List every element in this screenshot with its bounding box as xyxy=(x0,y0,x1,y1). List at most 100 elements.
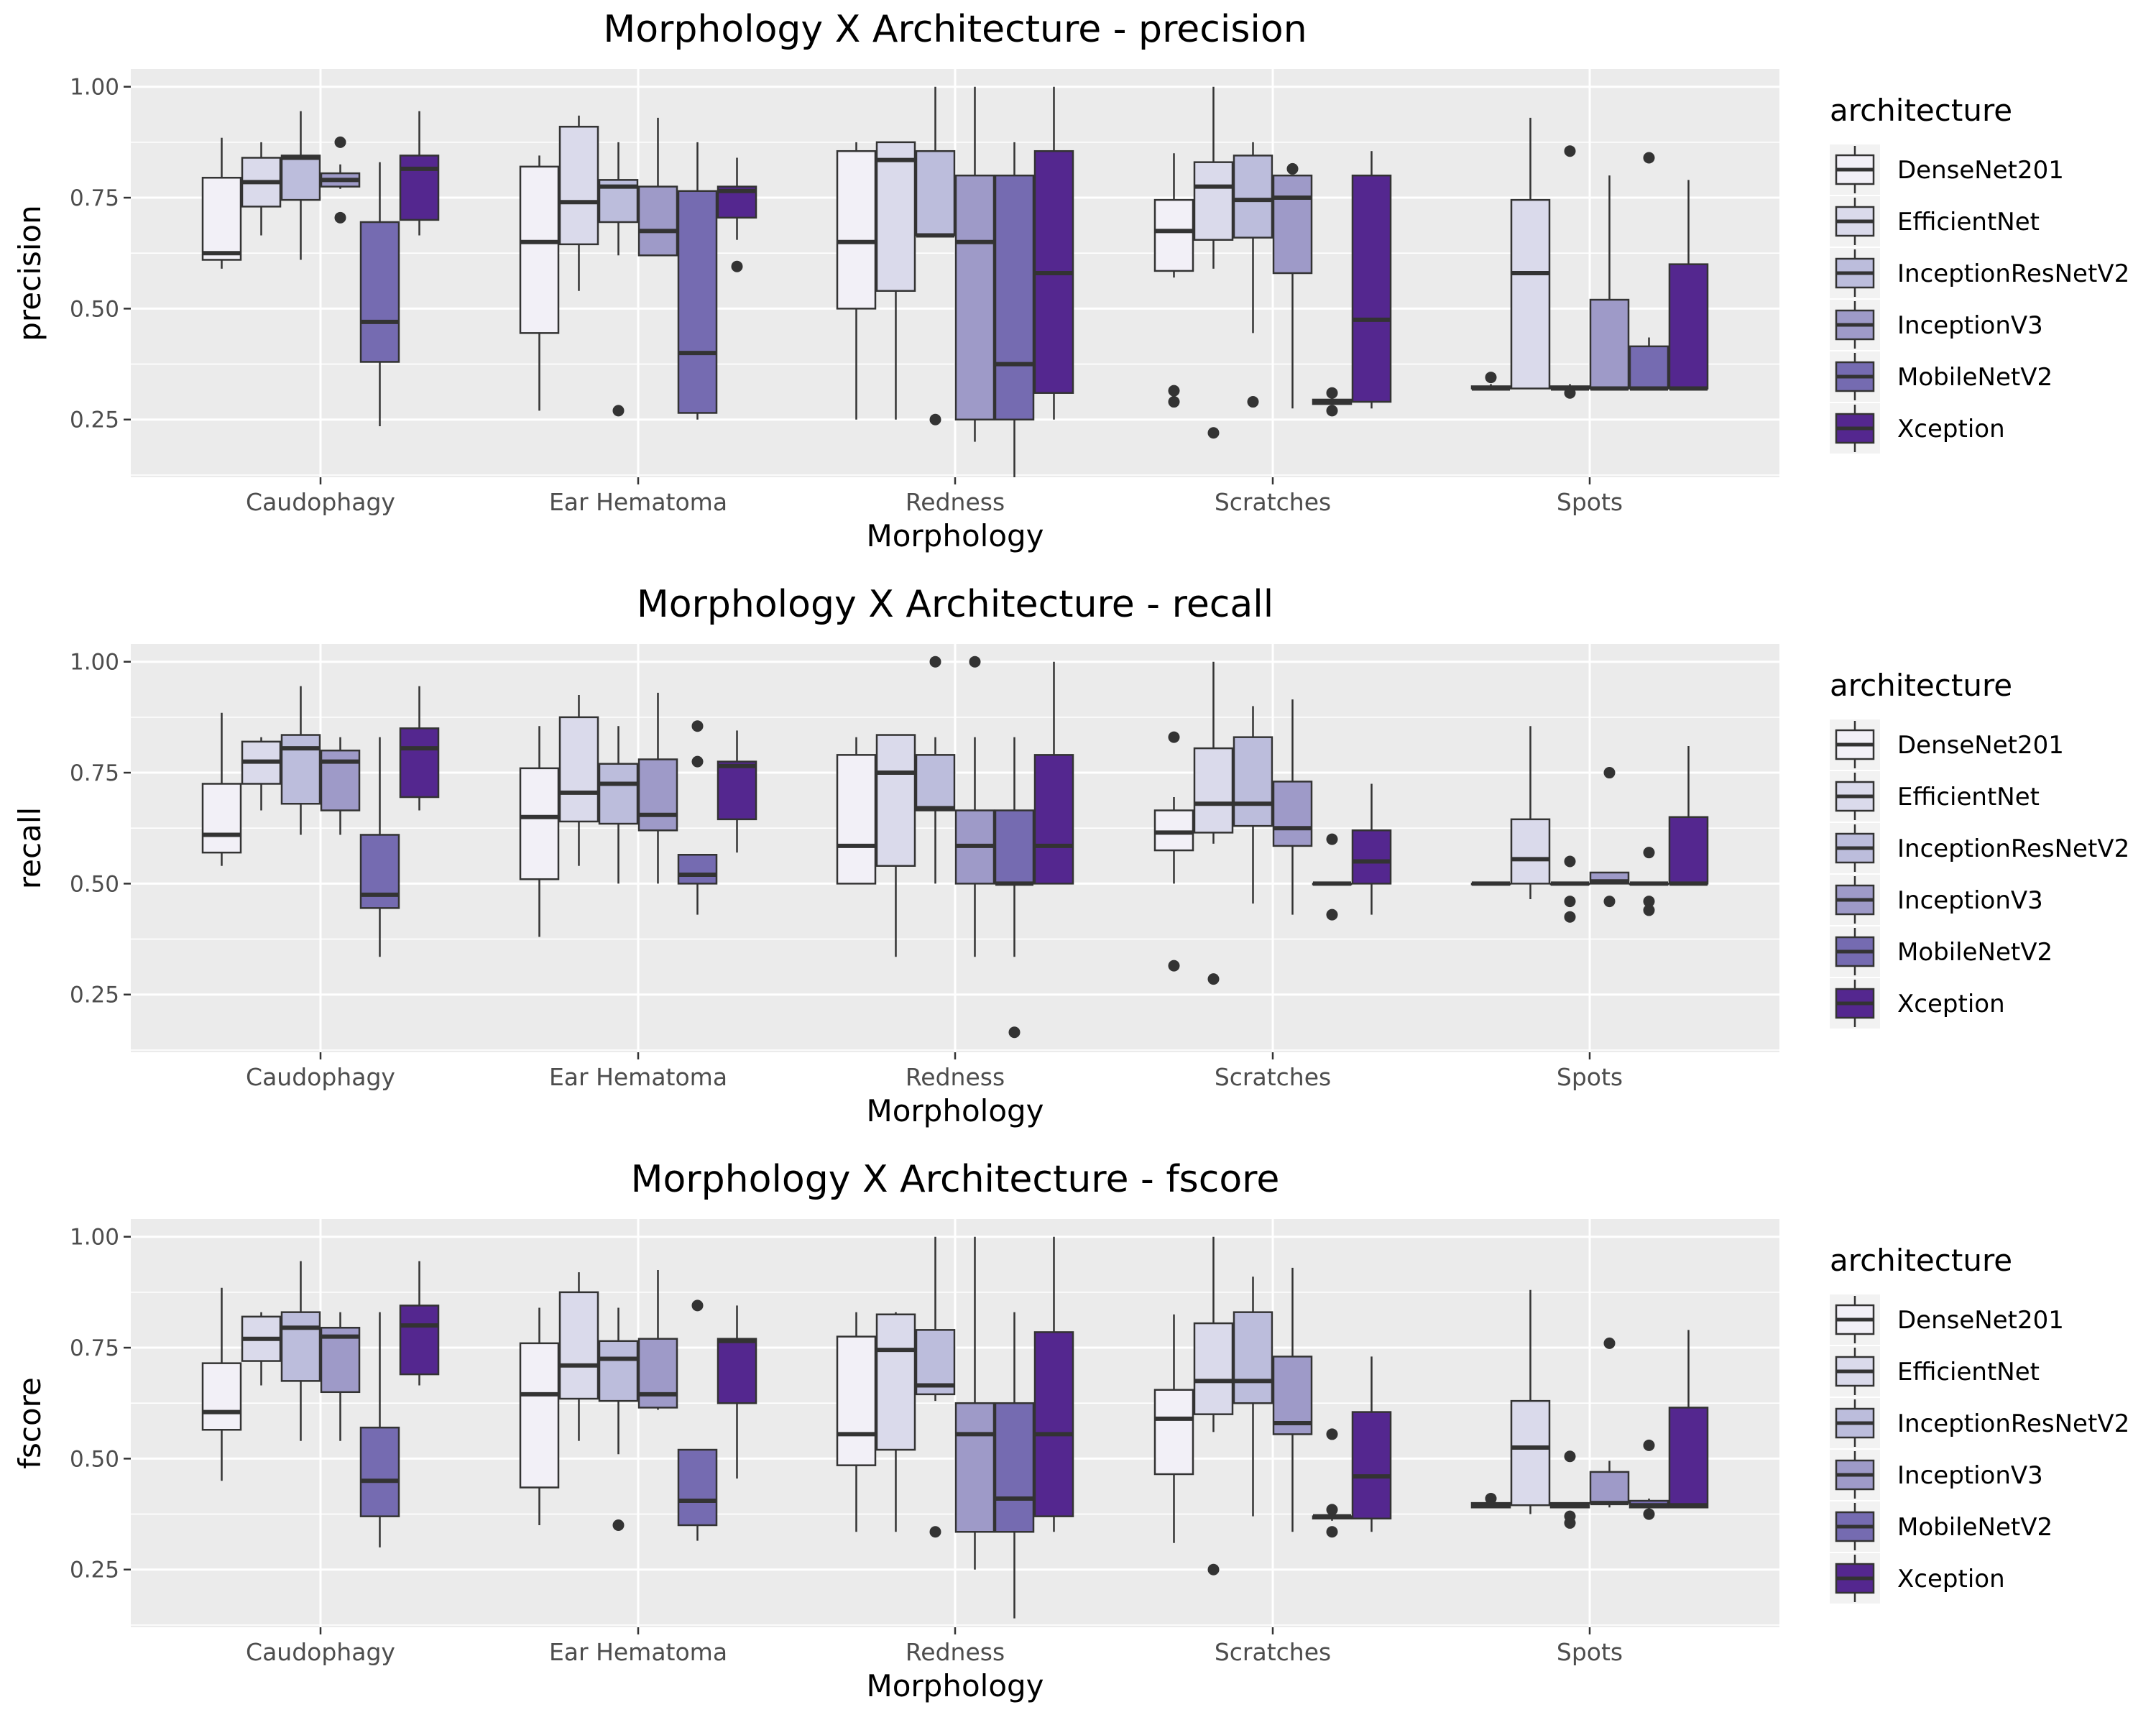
box-InceptionResNetV2-Spots xyxy=(1549,145,1590,399)
x-axis-label: Morphology xyxy=(866,1093,1044,1128)
outlier-point xyxy=(1207,973,1220,985)
box-body xyxy=(1668,1407,1709,1509)
box-InceptionResNetV2-Ear-Hematoma xyxy=(598,142,639,417)
box-EfficientNet-Caudophagy xyxy=(241,737,282,811)
box-EfficientNet-Spots xyxy=(1510,1289,1551,1514)
outlier-point xyxy=(969,656,981,668)
box-EfficientNet-Caudophagy xyxy=(241,142,282,236)
box-body xyxy=(280,734,321,805)
box-Xception-Spots xyxy=(1668,1330,1709,1509)
outlier-point xyxy=(1326,1526,1338,1538)
legend: architecture DenseNet201 EfficientNet Incep… xyxy=(1830,1243,2129,1604)
box-DenseNet201-Ear-Hematoma xyxy=(519,1307,560,1525)
box-body xyxy=(1589,1471,1630,1504)
box-MobileNetV2-Scratches xyxy=(1312,1428,1353,1538)
chart-panel-0: 0.25 0.50 0.75 1.00 Caudophagy Ear Hematoma Re… xyxy=(12,8,2129,553)
x-tick-label: Redness xyxy=(906,1638,1005,1666)
y-axis-label: fscore xyxy=(12,1377,47,1469)
box-body xyxy=(1351,1411,1392,1519)
box-body xyxy=(1033,754,1074,885)
box-MobileNetV2-Caudophagy xyxy=(359,162,400,426)
x-tick-label: Redness xyxy=(906,1063,1005,1091)
box-body xyxy=(1351,829,1392,885)
outlier-point xyxy=(1564,1450,1576,1463)
box-body xyxy=(519,1342,560,1489)
box-body xyxy=(399,1305,440,1376)
box-body xyxy=(994,809,1035,885)
chart-panel-1: 0.25 0.50 0.75 1.00 Caudophagy Ear Hematoma Re… xyxy=(12,583,2129,1128)
box-body xyxy=(1668,263,1709,390)
legend-label: EfficientNet xyxy=(1897,208,2040,236)
x-tick-label: Spots xyxy=(1557,1063,1623,1091)
outlier-point xyxy=(1207,1563,1220,1576)
outlier-point xyxy=(1168,396,1180,408)
outlier-point xyxy=(731,260,743,272)
box-InceptionResNetV2-Redness xyxy=(915,86,956,426)
legend-label: Xception xyxy=(1897,1565,2005,1593)
box-body xyxy=(201,783,242,854)
box-DenseNet201-Ear-Hematoma xyxy=(519,726,560,937)
box-DenseNet201-Scratches xyxy=(1153,153,1194,408)
x-tick-label: Caudophagy xyxy=(246,488,395,516)
box-body xyxy=(994,174,1035,420)
box-body xyxy=(558,1291,599,1400)
box-DenseNet201-Spots xyxy=(1470,372,1511,391)
legend-item-InceptionResNetV2: InceptionResNetV2 xyxy=(1830,1398,2129,1448)
outlier-point xyxy=(612,405,625,417)
box-body xyxy=(1510,198,1551,390)
legend-title: architecture xyxy=(1830,1243,2012,1278)
legend-label: InceptionV3 xyxy=(1897,1461,2043,1490)
legend-label: MobileNetV2 xyxy=(1897,363,2053,392)
box-body xyxy=(519,767,560,880)
legend-label: InceptionV3 xyxy=(1897,311,2043,340)
outlier-point xyxy=(334,211,346,224)
box-EfficientNet-Ear-Hematoma xyxy=(558,1272,599,1441)
box-body xyxy=(399,727,440,799)
box-MobileNetV2-Spots xyxy=(1628,847,1669,916)
box-body xyxy=(637,1338,678,1409)
y-tick-label: 0.50 xyxy=(70,1446,119,1472)
x-tick-label: Scratches xyxy=(1215,1063,1331,1091)
box-InceptionResNetV2-Scratches xyxy=(1233,1276,1273,1517)
box-body xyxy=(1510,1399,1551,1506)
y-tick-label: 0.25 xyxy=(70,408,119,433)
y-tick-label: 0.25 xyxy=(70,983,119,1008)
box-Xception-Scratches xyxy=(1351,783,1392,915)
legend-item-DenseNet201: DenseNet201 xyxy=(1830,1294,2064,1345)
box-MobileNetV2-Spots xyxy=(1628,1439,1669,1520)
box-InceptionResNetV2-Ear-Hematoma xyxy=(598,726,639,884)
box-DenseNet201-Caudophagy xyxy=(201,712,242,866)
legend-title: architecture xyxy=(1830,93,2012,128)
x-tick-label: Caudophagy xyxy=(246,1063,395,1091)
box-body xyxy=(201,1362,242,1431)
legend: architecture DenseNet201 EfficientNet Incep… xyxy=(1830,668,2129,1029)
outlier-point xyxy=(1247,396,1259,408)
legend-item-EfficientNet: EfficientNet xyxy=(1830,196,2040,247)
y-tick-label: 1.00 xyxy=(70,1225,119,1251)
y-tick-label: 0.75 xyxy=(70,185,119,211)
box-body xyxy=(717,760,757,821)
box-DenseNet201-Caudophagy xyxy=(201,1287,242,1481)
outlier-point xyxy=(929,413,941,426)
box-InceptionResNetV2-Ear-Hematoma xyxy=(598,1307,639,1531)
box-body xyxy=(954,1402,995,1533)
legend-item-MobileNetV2: MobileNetV2 xyxy=(1830,926,2053,977)
legend-label: DenseNet201 xyxy=(1897,1306,2064,1335)
box-body xyxy=(399,155,440,221)
box-body xyxy=(359,1426,400,1517)
box-InceptionV3-Caudophagy xyxy=(320,1312,361,1441)
box-body xyxy=(280,1311,321,1382)
y-axis-label: recall xyxy=(12,807,47,889)
x-axis-label: Morphology xyxy=(866,1668,1044,1703)
legend-label: InceptionV3 xyxy=(1897,886,2043,915)
outlier-point xyxy=(1564,387,1576,399)
legend-item-InceptionV3: InceptionV3 xyxy=(1830,1450,2043,1500)
box-DenseNet201-Scratches xyxy=(1153,731,1194,972)
outlier-point xyxy=(1008,1026,1021,1039)
outlier-point xyxy=(1485,1492,1497,1504)
legend-label: MobileNetV2 xyxy=(1897,1513,2053,1542)
outlier-point xyxy=(1643,1508,1655,1520)
box-body xyxy=(280,155,321,201)
box-InceptionResNetV2-Caudophagy xyxy=(280,111,321,260)
